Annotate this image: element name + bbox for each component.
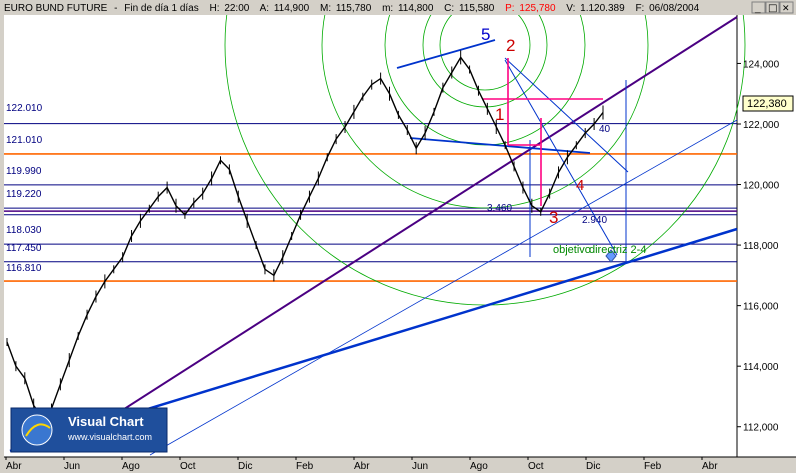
level-label-116810: 116.810 <box>6 263 42 274</box>
fib-label-left: 3.460 <box>487 203 512 214</box>
y-axis-ticks: 112,000 114,000 116,000 118,000 120,000 122,0… <box>737 59 780 434</box>
y-tick-label-3: 118,000 <box>743 241 779 252</box>
mm-value: 114,800 <box>398 3 434 14</box>
logo-globe-icon <box>21 414 53 446</box>
maximize-icon: □ <box>768 3 777 14</box>
trend-line-blue-thin <box>149 119 738 456</box>
minimize-button[interactable]: _ <box>751 1 766 14</box>
x-tick-label-8: Ago <box>470 461 488 472</box>
close-icon: ✕ <box>782 4 790 14</box>
p-value: 125,780 <box>519 3 556 14</box>
wave-label-4: 4 <box>576 177 584 194</box>
wave-label-2: 2 <box>506 36 515 55</box>
y-tick-label-0: 112,000 <box>743 423 779 434</box>
m-value: 115,780 <box>336 3 372 14</box>
maximize-button[interactable]: □ <box>765 1 780 14</box>
minimize-icon: _ <box>754 3 761 14</box>
wave-label-1: 1 <box>495 105 504 124</box>
horizontal-levels <box>4 123 737 282</box>
objective-label: objetivo <box>553 244 591 256</box>
logo-url: www.visualchart.com <box>67 432 152 442</box>
wedge-lower-line <box>409 137 591 154</box>
header-text: EURO BUND FUTURE - Fin de día 1 días H: … <box>4 3 700 14</box>
x-tick-label-0: Abr <box>6 461 22 472</box>
x-tick-label-9: Oct <box>528 461 544 472</box>
last-price-label: 122,380 <box>747 98 787 110</box>
fib-label-right: 2.940 <box>582 215 607 226</box>
y-tick-label-2: 116,000 <box>743 302 779 313</box>
price-series <box>6 50 604 422</box>
logo-title: Visual Chart <box>68 414 144 429</box>
level-label-122010: 122.010 <box>6 103 43 114</box>
projection-line-2 <box>504 59 618 256</box>
v-value: 1.120.389 <box>580 3 625 14</box>
y-tick-label-6: 124,000 <box>743 59 780 70</box>
f-value: 06/08/2004 <box>649 3 699 14</box>
close-button[interactable]: ✕ <box>779 1 794 14</box>
h-value: 22:00 <box>224 3 249 14</box>
visual-chart-logo: Visual Chart www.visualchart.com <box>10 407 168 453</box>
x-tick-label-11: Feb <box>644 461 662 472</box>
x-tick-label-12: Abr <box>702 461 718 472</box>
x-axis-ticks: Abr Jun Ago Oct Dic Feb Abr Jun Ago Oct Dic Feb Abr <box>5 457 718 472</box>
level-label-117450: 117.450 <box>6 243 42 254</box>
y-axis-area <box>737 15 796 457</box>
level-labels: 122.010 121.010 119.990 119.220 118.030 … <box>6 103 43 274</box>
fib-arc-3 <box>321 0 649 209</box>
a-value: 114,900 <box>274 3 310 14</box>
x-tick-label-4: Dic <box>238 461 252 472</box>
trend-lines <box>9 16 738 456</box>
diamond-marker <box>605 249 617 263</box>
wedge-upper-line <box>396 39 496 69</box>
x-tick-label-1: Jun <box>64 461 80 472</box>
fib-arc-1 <box>422 0 548 108</box>
projection-line <box>504 57 629 173</box>
y-tick-label-1: 114,000 <box>743 362 779 373</box>
c-value: 115,580 <box>459 3 495 14</box>
x-tick-label-7: Jun <box>412 461 428 472</box>
window-controls: _ □ ✕ <box>751 1 794 14</box>
fib-label-partial: 40 <box>599 124 611 135</box>
x-tick-label-6: Abr <box>354 461 370 472</box>
directriz-label: directriz 2-4 <box>589 244 646 256</box>
price-line <box>6 56 604 419</box>
plot-area <box>4 15 737 457</box>
level-label-121010: 121.010 <box>6 135 43 146</box>
fib-arc-0 <box>439 0 531 91</box>
x-tick-label-5: Feb <box>296 461 314 472</box>
wave-label-3: 3 <box>549 208 558 227</box>
trend-line-purple <box>59 16 738 451</box>
wave-label-5: 5 <box>481 25 490 44</box>
x-tick-label-2: Ago <box>122 461 140 472</box>
instrument-title: EURO BUND FUTURE <box>4 3 108 14</box>
y-tick-label-5: 122,000 <box>743 120 780 131</box>
y-tick-label-4: 120,000 <box>743 181 780 192</box>
level-label-118030: 118.030 <box>6 225 42 236</box>
header-bar <box>0 0 796 15</box>
x-tick-label-10: Dic <box>586 461 600 472</box>
level-label-119220: 119.220 <box>6 189 42 200</box>
x-tick-label-3: Oct <box>180 461 196 472</box>
level-label-119990: 119.990 <box>6 166 42 177</box>
period-label: Fin de día 1 días <box>124 3 199 14</box>
last-price-marker: 122,380 <box>742 95 794 112</box>
